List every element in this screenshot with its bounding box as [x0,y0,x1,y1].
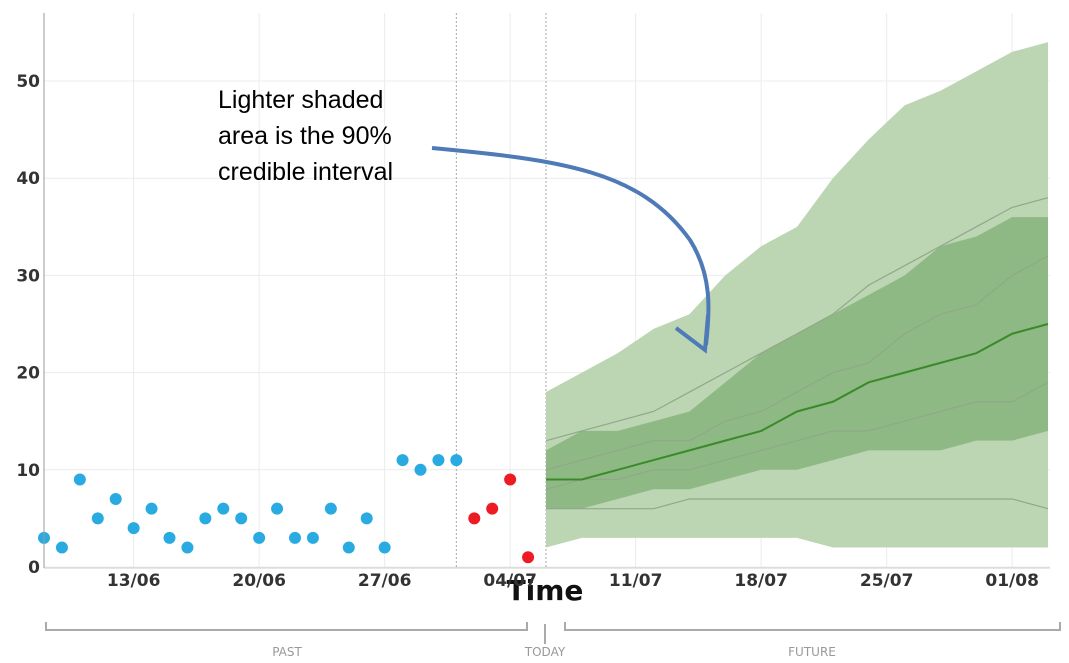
point [360,512,373,525]
point [271,502,284,515]
y-tick-label: 20 [16,364,40,384]
sample-path [546,498,1049,510]
period-label: FUTURE [788,645,836,659]
point [342,541,355,554]
x-axis-title: Time [507,574,584,607]
y-tick-label: 50 [16,72,40,92]
observations [38,454,535,564]
x-tick-label: 27/06 [358,571,412,591]
point [217,502,230,515]
point [55,541,68,554]
point [324,502,337,515]
x-tick-label: 01/08 [985,571,1039,591]
interval-50 [546,217,1048,509]
annotation: credible interval [218,158,393,186]
x-tick-label: 20/06 [232,571,286,591]
point [199,512,212,525]
point [396,454,409,467]
point [181,541,194,554]
point [145,502,158,515]
annotation: area is the 90% [218,122,392,150]
x-tick-label: 11/07 [609,571,663,591]
y-tick-label: 30 [16,266,40,286]
y-tick-label: 10 [16,461,40,481]
bracket [45,622,528,631]
y-tick-label: 40 [16,169,40,189]
x-tick-label: 13/06 [107,571,161,591]
point [486,502,499,515]
bracket [564,622,1061,631]
point [504,473,517,486]
point [306,531,319,544]
point [378,541,391,554]
point [109,492,122,505]
point [127,522,140,535]
median-line [546,323,1049,481]
point [450,454,463,467]
x-tick-label: 04/07 [483,571,537,591]
sample-path [545,381,1049,490]
sample-path [545,197,1049,442]
sample-path [545,255,1049,471]
point [73,473,86,486]
arrow-head [674,314,710,354]
point [289,531,301,544]
arrow [431,146,711,346]
point [414,463,427,476]
period-label: PAST [272,645,302,659]
point [163,531,176,544]
point [235,512,248,525]
x-tick-label: 18/07 [734,571,788,591]
point [253,531,266,544]
y-tick-label: 0 [28,558,40,578]
forecast [545,42,1049,548]
point [91,512,104,525]
point [522,551,535,564]
point [432,454,445,467]
annotation: Lighter shaded [218,86,383,114]
x-tick-label: 25/07 [860,571,914,591]
point [468,512,481,525]
period-label: TODAY [524,645,566,659]
